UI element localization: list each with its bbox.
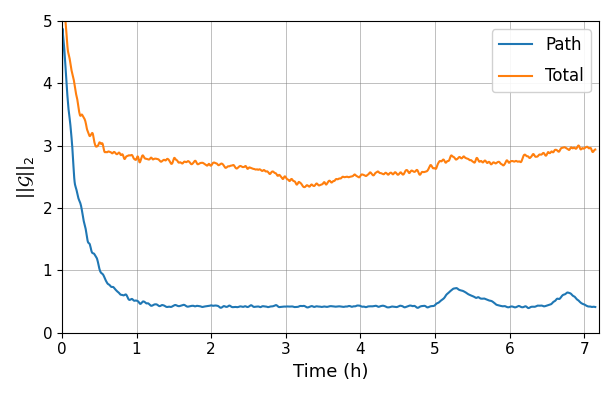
Path xyxy=(591,305,599,309)
Total xyxy=(188,162,195,167)
Legend: Path, Total: Path, Total xyxy=(492,29,591,92)
Path xyxy=(491,301,499,306)
Line: Total: Total xyxy=(62,15,595,187)
Total xyxy=(591,147,599,152)
Total xyxy=(58,19,66,23)
Total xyxy=(585,145,592,150)
Path xyxy=(525,306,532,310)
Path xyxy=(338,305,346,309)
Line: Path: Path xyxy=(62,29,595,308)
Y-axis label: $||\mathcal{G}||_2$: $||\mathcal{G}||_2$ xyxy=(15,155,37,199)
Total xyxy=(301,185,308,190)
Path xyxy=(58,81,66,86)
Total xyxy=(492,161,499,166)
X-axis label: Time (h): Time (h) xyxy=(293,363,368,381)
Path xyxy=(585,304,592,309)
Path xyxy=(305,305,313,310)
Path xyxy=(243,304,250,309)
Path xyxy=(188,303,195,308)
Total xyxy=(59,12,66,17)
Total xyxy=(339,174,346,179)
Path xyxy=(59,26,66,31)
Total xyxy=(243,164,250,169)
Total xyxy=(305,184,313,189)
